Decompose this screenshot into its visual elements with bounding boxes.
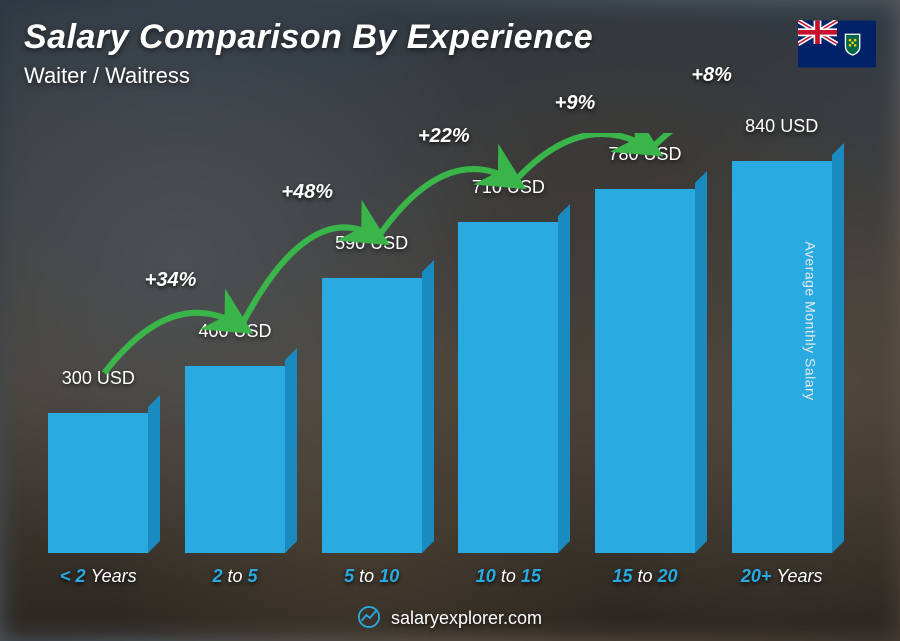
bar-group: 400 USD	[167, 366, 304, 553]
bar-value-label: 840 USD	[712, 116, 852, 137]
header: Salary Comparison By Experience Waiter /…	[24, 18, 876, 89]
delta-label: +22%	[418, 125, 470, 148]
x-axis-labels: < 2 Years2 to 55 to 1010 to 1515 to 2020…	[30, 566, 850, 587]
chart-subtitle: Waiter / Waitress	[24, 63, 876, 89]
footer-text: salaryexplorer.com	[391, 608, 542, 628]
bar	[595, 189, 695, 553]
y-axis-label: Average Monthly Salary	[802, 241, 818, 400]
bar	[48, 413, 148, 553]
x-axis-label: 5 to 10	[303, 566, 440, 587]
bars-container: 300 USD400 USD590 USD710 USD780 USD840 U…	[30, 133, 850, 553]
x-axis-label: 20+ Years	[713, 566, 850, 587]
bar-group: 300 USD	[30, 413, 167, 553]
bar-group: 780 USD	[577, 189, 714, 553]
flag-icon	[798, 20, 876, 68]
bar-value-label: 300 USD	[28, 368, 168, 389]
delta-label: +34%	[145, 269, 197, 292]
x-axis-label: 2 to 5	[167, 566, 304, 587]
chart-title: Salary Comparison By Experience	[24, 18, 876, 57]
bar-group: 590 USD	[303, 278, 440, 553]
chart-area: 300 USD400 USD590 USD710 USD780 USD840 U…	[30, 121, 850, 581]
bar	[185, 366, 285, 553]
bar-value-label: 590 USD	[302, 233, 442, 254]
footer: salaryexplorer.com	[0, 606, 900, 629]
x-axis-label: < 2 Years	[30, 566, 167, 587]
bar-value-label: 400 USD	[165, 321, 305, 342]
x-axis-label: 10 to 15	[440, 566, 577, 587]
delta-label: +48%	[281, 181, 333, 204]
bar-value-label: 780 USD	[575, 144, 715, 165]
delta-label: +9%	[555, 92, 596, 115]
bar-group: 710 USD	[440, 222, 577, 553]
logo-icon	[358, 606, 380, 628]
bar-value-label: 710 USD	[438, 177, 578, 198]
bar	[458, 222, 558, 553]
x-axis-label: 15 to 20	[577, 566, 714, 587]
bar	[322, 278, 422, 553]
bar-group: 840 USD	[713, 161, 850, 553]
